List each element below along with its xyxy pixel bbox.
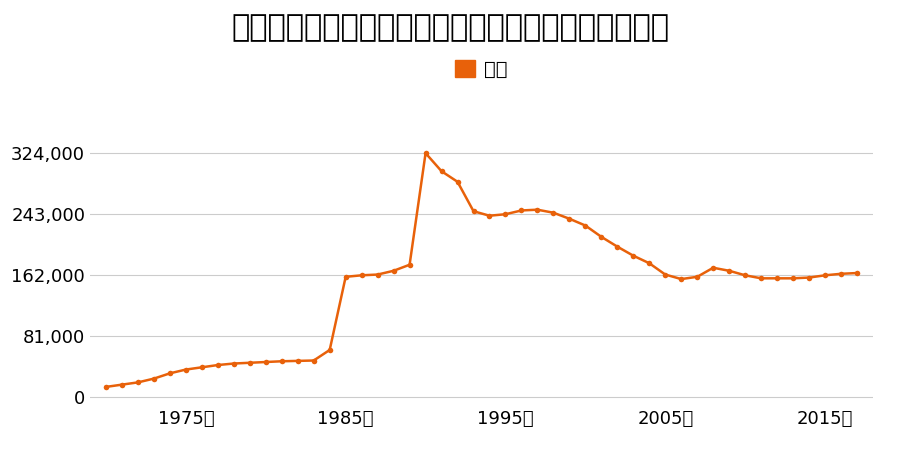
Text: 東京都昭島市拝島町字栗ノ沢２３７５番３の地価推移: 東京都昭島市拝島町字栗ノ沢２３７５番３の地価推移: [231, 14, 669, 42]
Legend: 価格: 価格: [447, 52, 516, 87]
